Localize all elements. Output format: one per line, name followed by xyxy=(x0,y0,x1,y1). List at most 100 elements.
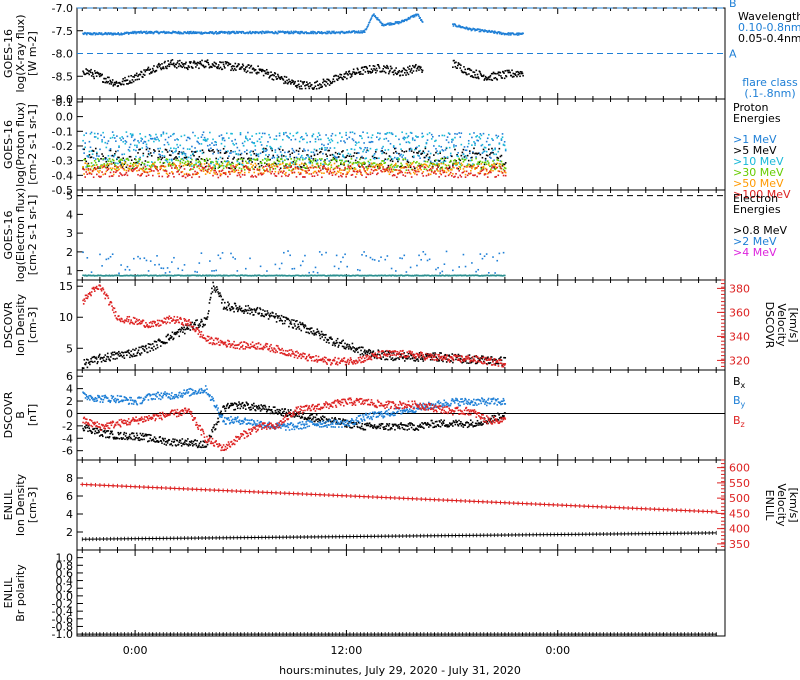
data-point xyxy=(474,168,476,170)
data-point xyxy=(466,27,468,29)
data-point xyxy=(182,65,185,67)
data-point xyxy=(120,173,122,176)
data-point xyxy=(396,72,399,75)
data-point xyxy=(406,159,409,161)
data-point xyxy=(114,82,117,84)
data-point xyxy=(485,163,488,166)
data-point xyxy=(427,150,430,153)
data-point xyxy=(150,138,153,140)
data-point xyxy=(391,174,394,177)
data-point xyxy=(369,171,372,174)
data-point xyxy=(484,78,486,80)
data-point xyxy=(436,150,438,152)
data-point xyxy=(135,347,137,350)
data-point xyxy=(419,67,422,69)
data-point xyxy=(374,151,377,153)
data-point xyxy=(402,20,404,23)
data-point xyxy=(136,161,138,164)
data-point xyxy=(421,71,423,73)
data-point xyxy=(317,132,320,134)
data-point xyxy=(499,163,502,166)
data-point xyxy=(471,76,474,78)
data-point xyxy=(153,274,156,277)
data-point xyxy=(380,150,382,153)
legend-title: Wavelength xyxy=(738,10,800,23)
data-point xyxy=(244,165,247,167)
data-point xyxy=(196,271,198,273)
data-point xyxy=(504,149,507,152)
data-point xyxy=(475,157,477,160)
data-point xyxy=(425,141,428,144)
data-point xyxy=(271,274,274,277)
data-point xyxy=(500,75,502,77)
data-point xyxy=(431,135,434,138)
data-point xyxy=(147,270,150,272)
data-point xyxy=(272,274,275,277)
data-point xyxy=(382,160,384,162)
data-point xyxy=(198,262,201,264)
data-point xyxy=(116,82,118,84)
data-point xyxy=(143,274,146,277)
data-point xyxy=(214,165,216,167)
data-point xyxy=(276,274,279,277)
data-point xyxy=(256,72,258,75)
data-point xyxy=(321,146,323,149)
data-point xyxy=(355,30,357,33)
data-point xyxy=(111,154,114,157)
data-point xyxy=(344,274,347,277)
data-point xyxy=(181,170,184,173)
data-point xyxy=(400,148,402,150)
data-point xyxy=(486,78,489,81)
data-point xyxy=(215,30,218,33)
data-point xyxy=(241,142,244,145)
data-point xyxy=(221,169,224,171)
data-point xyxy=(222,167,225,170)
data-point xyxy=(133,275,135,277)
data-point xyxy=(489,76,491,78)
data-point xyxy=(318,148,321,150)
data-point xyxy=(229,63,232,65)
data-point xyxy=(288,163,290,166)
data-point xyxy=(125,351,128,353)
data-point xyxy=(160,134,163,136)
data-point xyxy=(167,274,170,277)
data-point xyxy=(235,69,237,71)
data-point xyxy=(141,162,144,164)
data-point xyxy=(498,31,500,33)
data-point xyxy=(274,170,277,173)
data-point xyxy=(355,173,358,175)
data-point xyxy=(300,162,303,165)
data-point xyxy=(194,274,196,277)
data-point xyxy=(314,170,317,173)
data-point xyxy=(221,162,224,165)
data-point xyxy=(217,150,220,152)
data-point xyxy=(335,254,338,257)
data-point xyxy=(196,171,198,174)
data-point xyxy=(97,132,99,135)
data-point xyxy=(470,159,472,162)
data-point xyxy=(444,175,447,178)
data-point xyxy=(410,168,413,171)
panel-frame xyxy=(76,189,726,281)
data-point xyxy=(333,265,336,268)
data-point xyxy=(400,153,402,156)
y-tick-label: 3 xyxy=(66,227,73,240)
data-point xyxy=(230,150,232,152)
data-point xyxy=(84,142,86,144)
data-point xyxy=(461,171,464,174)
data-point xyxy=(453,62,456,64)
data-point xyxy=(182,147,185,150)
data-point xyxy=(97,72,100,74)
data-point xyxy=(173,256,175,259)
data-point xyxy=(104,166,107,169)
data-point xyxy=(89,156,92,159)
data-point xyxy=(516,32,518,35)
data-point xyxy=(347,152,350,155)
data-point xyxy=(312,274,315,277)
data-point xyxy=(279,274,282,277)
data-point xyxy=(428,132,431,134)
data-point xyxy=(195,162,197,164)
data-point xyxy=(346,73,349,75)
data-point xyxy=(295,156,298,159)
data-point xyxy=(471,136,473,139)
